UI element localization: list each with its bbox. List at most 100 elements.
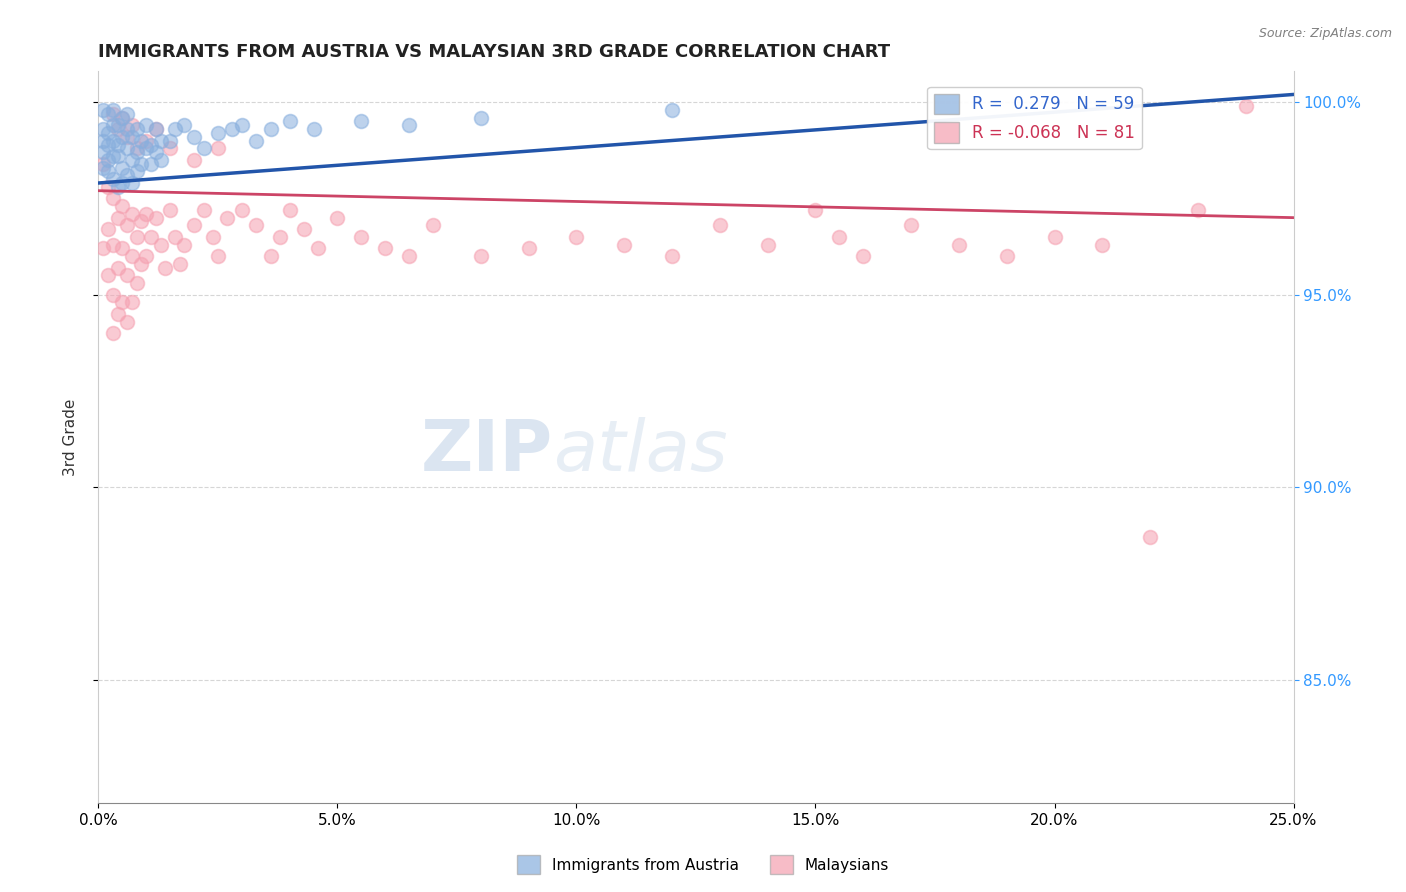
Point [111, 111, 134, 125]
Point [121, 153, 143, 167]
Point [107, 211, 129, 225]
Point [125, 141, 148, 155]
Point [900, 219, 922, 233]
Point [115, 129, 138, 144]
Point [135, 118, 157, 132]
Point [97, 126, 120, 140]
Point [278, 202, 301, 217]
Point [828, 230, 851, 244]
Point [115, 219, 138, 233]
Point [139, 137, 162, 152]
Point [207, 141, 229, 155]
Point [231, 118, 253, 132]
Point [107, 149, 129, 163]
Point [202, 230, 225, 244]
Point [217, 211, 239, 225]
Point [245, 219, 267, 233]
Point [145, 122, 167, 136]
Point [709, 219, 731, 233]
Point [111, 129, 134, 144]
Point [97, 222, 120, 236]
Point [115, 141, 138, 155]
Point [107, 179, 129, 194]
Point [131, 134, 153, 148]
Point [111, 242, 134, 256]
Point [470, 111, 492, 125]
Point [125, 122, 148, 136]
Point [101, 237, 124, 252]
Point [350, 114, 373, 128]
Point [135, 249, 157, 263]
Point [131, 257, 153, 271]
Point [111, 111, 134, 125]
Point [183, 153, 205, 167]
Point [159, 134, 181, 148]
Point [149, 153, 172, 167]
Point [139, 157, 162, 171]
Point [101, 118, 124, 132]
Point [115, 315, 138, 329]
Point [221, 122, 243, 136]
Point [995, 249, 1018, 263]
Point [278, 114, 301, 128]
Point [121, 129, 143, 144]
Point [125, 276, 148, 290]
Point [125, 164, 148, 178]
Point [101, 326, 124, 340]
Point [107, 118, 129, 132]
Point [97, 164, 120, 178]
Point [159, 141, 181, 155]
Point [115, 268, 138, 283]
Point [91, 161, 114, 175]
Point [145, 145, 167, 160]
Point [231, 202, 253, 217]
Point [97, 179, 120, 194]
Point [97, 268, 120, 283]
Point [115, 169, 138, 183]
Point [613, 237, 636, 252]
Point [155, 260, 177, 275]
Point [97, 153, 120, 167]
Point [149, 134, 172, 148]
Point [145, 122, 167, 136]
Point [292, 222, 315, 236]
Point [948, 237, 970, 252]
Point [121, 249, 143, 263]
Point [111, 295, 134, 310]
Point [101, 106, 124, 120]
Point [91, 103, 114, 117]
Point [107, 137, 129, 152]
Point [145, 211, 167, 225]
Point [111, 176, 134, 190]
Point [1043, 230, 1066, 244]
Point [193, 141, 215, 155]
Point [135, 134, 157, 148]
Point [852, 249, 875, 263]
Point [517, 242, 540, 256]
Point [111, 161, 134, 175]
Point [350, 230, 373, 244]
Point [101, 149, 124, 163]
Point [101, 287, 124, 301]
Point [169, 257, 191, 271]
Point [259, 249, 281, 263]
Point [111, 199, 134, 213]
Point [398, 118, 420, 132]
Point [661, 103, 683, 117]
Point [259, 122, 281, 136]
Point [1187, 202, 1209, 217]
Point [135, 141, 157, 155]
Point [149, 237, 172, 252]
Point [135, 207, 157, 221]
Point [183, 129, 205, 144]
Point [163, 230, 186, 244]
Point [97, 137, 120, 152]
Point [470, 249, 492, 263]
Legend: Immigrants from Austria, Malaysians: Immigrants from Austria, Malaysians [510, 849, 896, 880]
Legend: R =  0.279   N = 59, R = -0.068   N = 81: R = 0.279 N = 59, R = -0.068 N = 81 [927, 87, 1142, 149]
Text: Source: ZipAtlas.com: Source: ZipAtlas.com [1258, 27, 1392, 40]
Point [269, 230, 291, 244]
Point [302, 122, 325, 136]
Point [121, 295, 143, 310]
Point [398, 249, 420, 263]
